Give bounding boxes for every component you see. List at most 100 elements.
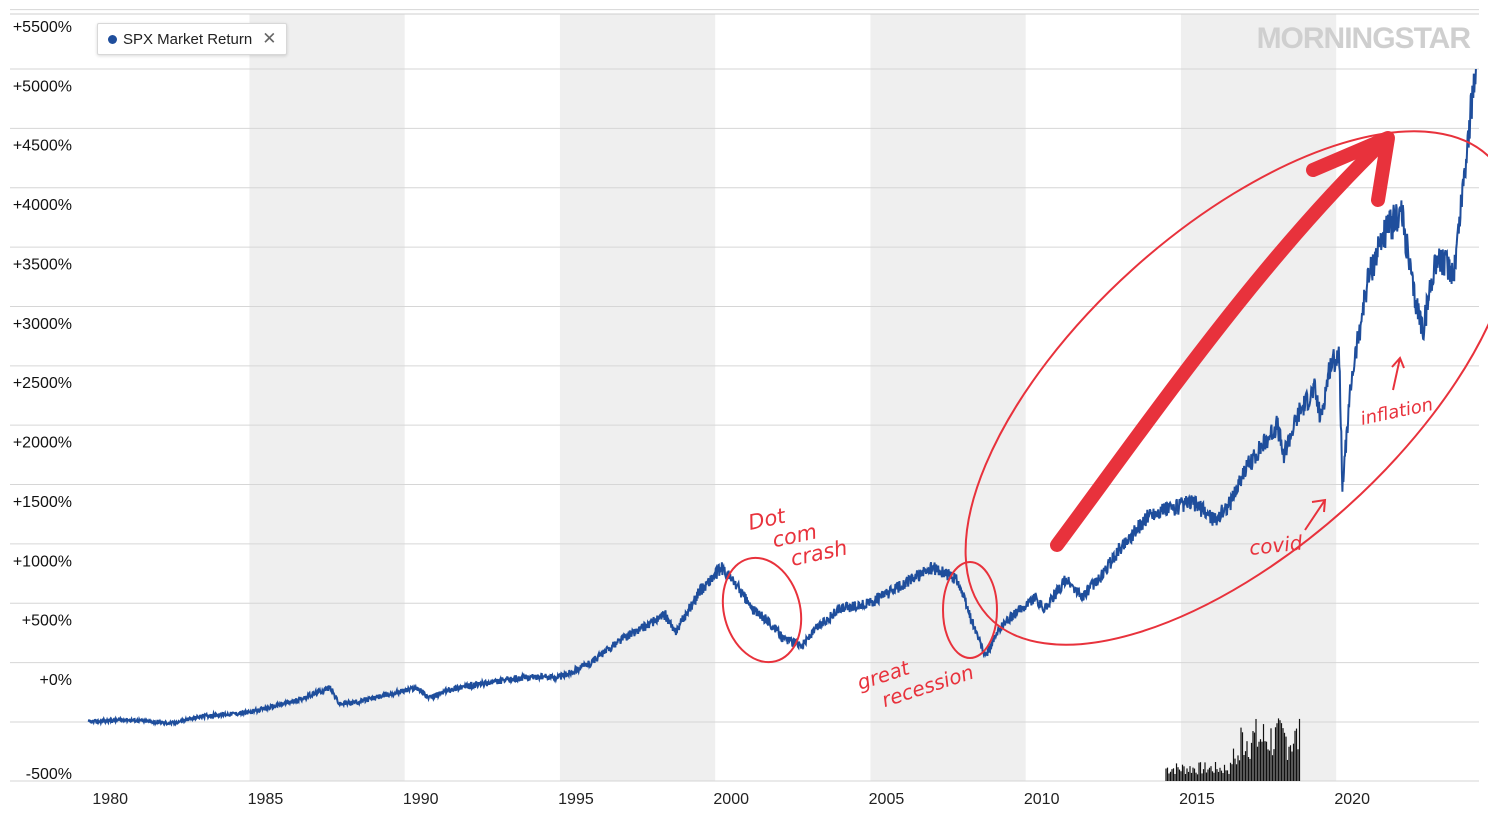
volume-bar xyxy=(1270,728,1272,781)
y-tick-label: +5500% xyxy=(13,19,72,36)
y-tick-label: +2500% xyxy=(13,375,72,392)
volume-bar xyxy=(1198,762,1200,781)
volume-bar xyxy=(1213,772,1215,781)
y-tick-label: +4500% xyxy=(13,138,72,155)
volume-bar xyxy=(1295,728,1298,781)
volume-bar xyxy=(1276,723,1278,781)
x-tick-label: 2000 xyxy=(713,791,749,808)
legend-dot xyxy=(108,34,117,44)
y-tick-label: +4000% xyxy=(13,197,72,214)
volume-bars xyxy=(1165,718,1301,781)
volume-bar xyxy=(1190,772,1193,781)
volume-bar xyxy=(1207,769,1209,781)
annotation-text: inflation xyxy=(1359,394,1435,430)
volume-bar xyxy=(1285,736,1287,781)
x-tick-label: 2015 xyxy=(1179,791,1215,808)
volume-bar xyxy=(1241,732,1244,781)
volume-bar xyxy=(1223,764,1226,781)
series-line-spx xyxy=(87,68,1477,727)
volume-bar xyxy=(1216,769,1218,781)
volume-bar xyxy=(1204,762,1206,781)
volume-bar xyxy=(1205,772,1208,781)
volume-bar xyxy=(1225,770,1227,781)
volume-bar xyxy=(1238,760,1241,781)
volume-bar xyxy=(1186,768,1188,781)
y-tick-label: +1500% xyxy=(13,494,72,511)
volume-bar xyxy=(1181,764,1184,781)
x-tick-label: 2005 xyxy=(869,791,905,808)
volume-bar xyxy=(1228,773,1230,781)
volume-bar xyxy=(1222,772,1224,781)
volume-bar xyxy=(1178,769,1181,781)
volume-bar xyxy=(1202,769,1205,781)
volume-bar xyxy=(1232,748,1235,781)
close-icon[interactable]: ✕ xyxy=(262,29,277,48)
volume-bar xyxy=(1195,772,1197,781)
volume-bar xyxy=(1217,771,1220,781)
volume-bar xyxy=(1294,730,1296,781)
volume-bar xyxy=(1261,741,1263,781)
volume-bar xyxy=(1172,768,1175,781)
volume-bar xyxy=(1192,767,1194,781)
x-axis-ticks: 1980 1985 1990 1995 2000 2005 2010 2015 2020 xyxy=(92,791,1370,808)
volume-bar xyxy=(1267,749,1269,781)
y-tick-label: +500% xyxy=(22,613,72,630)
dotcom-circle xyxy=(721,556,803,664)
volume-bar xyxy=(1219,767,1221,781)
volume-bar xyxy=(1274,727,1277,781)
volume-bar xyxy=(1220,770,1223,781)
volume-bar xyxy=(1169,771,1172,781)
volume-bar xyxy=(1273,749,1275,781)
volume-bar xyxy=(1208,767,1211,781)
volume-bar xyxy=(1229,762,1232,781)
recession-circle xyxy=(942,561,998,659)
volume-bar xyxy=(1255,718,1257,781)
volume-bar xyxy=(1253,732,1256,781)
x-tick-label: 1990 xyxy=(403,791,439,808)
y-tick-label: +1000% xyxy=(13,553,72,570)
volume-bar xyxy=(1177,767,1179,781)
inflation-arrow xyxy=(1391,356,1405,391)
volume-bar xyxy=(1280,723,1283,781)
volume-bar xyxy=(1174,773,1176,781)
boom-circle xyxy=(964,130,1488,646)
volume-bar xyxy=(1211,771,1214,781)
volume-bar xyxy=(1279,720,1281,781)
x-tick-label: 2020 xyxy=(1334,791,1370,808)
volume-bar xyxy=(1171,769,1173,781)
x-tick-label: 2010 xyxy=(1024,791,1060,808)
growth-arrow xyxy=(1050,133,1392,552)
y-tick-label: +0% xyxy=(40,672,72,689)
annotation-text: covid xyxy=(1248,530,1304,559)
volume-bar xyxy=(1292,743,1295,781)
volume-bar xyxy=(1249,758,1251,781)
y-tick-label: +5000% xyxy=(13,78,72,95)
y-axis-ticks: +6000%+5500%+5000%+4500%+4000%+3500%+300… xyxy=(13,19,72,783)
volume-bar xyxy=(1175,763,1178,781)
volume-bar xyxy=(1199,762,1202,781)
volume-bar xyxy=(1196,774,1199,781)
volume-bar xyxy=(1168,773,1170,781)
y-tick-label: +2000% xyxy=(13,435,72,452)
volume-bar xyxy=(1264,741,1266,781)
y-tick-label: +3000% xyxy=(13,316,72,333)
volume-bar xyxy=(1214,761,1217,781)
volume-bar xyxy=(1184,773,1187,781)
volume-bar xyxy=(1201,773,1203,781)
volume-bar xyxy=(1165,768,1167,781)
volume-bar xyxy=(1243,755,1245,781)
volume-bar xyxy=(1252,731,1254,781)
volume-bar xyxy=(1259,739,1262,781)
x-tick-label: 1980 xyxy=(92,791,128,808)
volume-bar xyxy=(1271,755,1274,781)
volume-bar xyxy=(1237,755,1239,781)
legend[interactable]: SPX Market Return ✕ xyxy=(97,23,288,55)
volume-bar xyxy=(1288,746,1290,781)
volume-bar xyxy=(1265,741,1268,781)
volume-bar xyxy=(1268,750,1271,781)
volume-bar xyxy=(1256,746,1259,781)
volume-bar xyxy=(1240,727,1242,781)
